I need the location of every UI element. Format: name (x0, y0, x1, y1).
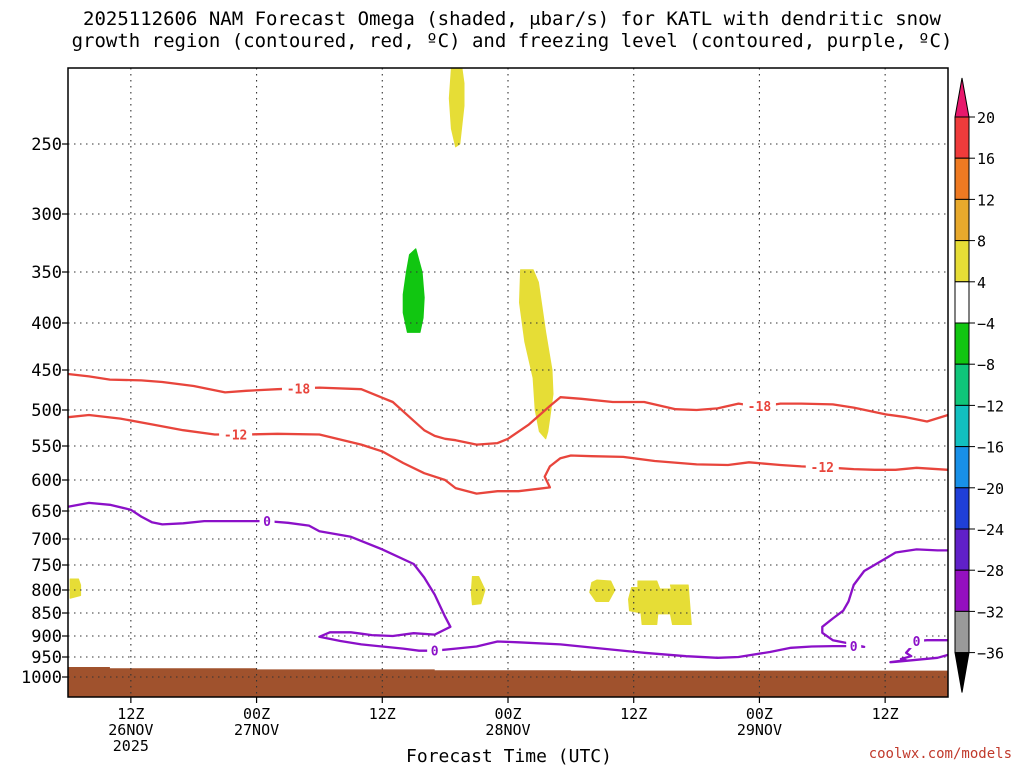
contour-label-bg-0-0 (259, 513, 275, 529)
colorbar-label-11: −28 (977, 562, 1004, 580)
gridlines (68, 68, 948, 697)
ground-area (68, 667, 948, 697)
x-tick-label-66-1: 29NOV (737, 721, 782, 739)
colorbar-label-3: 8 (977, 233, 986, 251)
colorbar-box-10 (954, 487, 970, 530)
colorbar-box-6 (954, 322, 970, 365)
y-tick-label-650: 650 (31, 502, 62, 522)
y-tick-label-250: 250 (31, 135, 62, 155)
x-tick-label-6-2: 2025 (113, 737, 149, 755)
x-tick-label-42-0: 00Z (494, 705, 521, 723)
x-tick-label-30-0: 12Z (369, 705, 396, 723)
y-tick-label-900: 900 (31, 627, 62, 647)
contour-layer: -18 -18 -12 -12 0 0 0 0 (67, 372, 949, 664)
colorbar-box-8 (954, 404, 970, 448)
colorbar-box-1 (954, 116, 970, 159)
y-tick-label-550: 550 (31, 437, 62, 457)
contour--12 (67, 413, 949, 495)
omega-region-4 (69, 578, 82, 599)
title-line-1: 2025112606 NAM Forecast Omega (shaded, μ… (83, 8, 941, 30)
y-tick-label-1000: 1000 (21, 668, 62, 688)
contour-label-0-east-0: 0 (913, 635, 921, 650)
contour-label-bg--12-1 (805, 459, 839, 475)
y-tick-label-750: 750 (31, 556, 62, 576)
contour-label--18-1: -18 (748, 400, 772, 415)
colorbar-label-9: −20 (977, 480, 1004, 498)
y-tick-label-800: 800 (31, 581, 62, 601)
contour-label--18-0: -18 (287, 382, 311, 397)
colorbar-top-arrow (954, 77, 970, 118)
colorbar-label-12: −32 (977, 603, 1004, 621)
y-tick-label-300: 300 (31, 205, 62, 225)
chart-title: 2025112606 NAM Forecast Omega (shaded, μ… (0, 8, 1024, 52)
contour-label-bg-0-1 (427, 642, 443, 658)
omega-region-3 (519, 269, 554, 440)
x-tick-label-66-0: 00Z (746, 705, 773, 723)
colorbar-box-11 (954, 528, 970, 571)
omega-region-1 (448, 67, 465, 148)
y-tick-label-350: 350 (31, 263, 62, 283)
contour-0 (67, 501, 948, 659)
y-tick-label-450: 450 (31, 361, 62, 381)
y-tick-label-950: 950 (31, 648, 62, 668)
x-axis-label: Forecast Time (UTC) (406, 746, 612, 767)
omega-region-5 (470, 576, 486, 606)
colorbar-label-2: 12 (977, 191, 995, 209)
title-line-2: growth region (contoured, red, ºC) and f… (71, 30, 953, 52)
contour-label-bg--12-0 (219, 426, 253, 442)
credit-text: coolwx.com/models (868, 746, 1012, 762)
colorbar-label-6: −8 (977, 356, 995, 374)
colorbar-box-7 (954, 363, 970, 406)
contour-label-bg--18-0 (281, 380, 315, 396)
y-tick-label-850: 850 (31, 604, 62, 624)
colorbar-label-0: 20 (977, 109, 995, 127)
x-tick-label-18-1: 27NOV (234, 721, 279, 739)
colorbar-box-2 (954, 157, 970, 200)
colorbar-box-3 (954, 198, 970, 242)
contour-label-bg-0-east-0 (909, 633, 925, 649)
x-tick-label-54-0: 12Z (620, 705, 647, 723)
colorbar-box-12 (954, 569, 970, 612)
contour-label-0-0: 0 (263, 515, 271, 530)
contour-label--12-0: -12 (224, 428, 247, 443)
colorbar-label-10: −24 (977, 521, 1004, 539)
y-tick-label-500: 500 (31, 401, 62, 421)
colorbar-label-7: −12 (977, 397, 1004, 415)
omega-shading-layer (69, 67, 692, 625)
colorbar-box-4 (954, 240, 970, 283)
colorbar-label-1: 16 (977, 150, 995, 168)
colorbar-label-8: −16 (977, 439, 1004, 457)
y-tick-label-700: 700 (31, 530, 62, 550)
colorbar-box-5 (954, 281, 970, 324)
colorbar: 20 16 12 8 4 −4 −8 −12 −16 −20 −24 −28 −32 −36 (954, 77, 1004, 693)
x-tick-label-78-0: 12Z (872, 705, 899, 723)
omega-region-2 (402, 248, 425, 333)
colorbar-label-5: −4 (977, 315, 995, 333)
y-tick-label-600: 600 (31, 471, 62, 491)
omega-region-6 (589, 579, 616, 602)
x-tick-label-42-1: 28NOV (485, 721, 530, 739)
contour-label--12-1: -12 (811, 461, 834, 476)
ground-layer (68, 667, 948, 697)
colorbar-label-4: 4 (977, 274, 986, 292)
y-tick-label-400: 400 (31, 314, 62, 334)
x-tick-label-6-1: 26NOV (108, 721, 153, 739)
x-tick-label-18-0: 00Z (243, 705, 270, 723)
contour-label-0-1: 0 (431, 645, 439, 660)
colorbar-box-13 (954, 610, 970, 654)
contour-label-0-2: 0 (850, 640, 858, 655)
contour--18 (67, 372, 949, 446)
contour-label-bg--18-1 (742, 398, 776, 413)
colorbar-bottom-arrow (954, 652, 970, 693)
colorbar-label-13: −36 (977, 645, 1004, 663)
omega-region-7 (628, 580, 692, 625)
colorbar-box-9 (954, 446, 970, 489)
contour-label-bg-0-2 (846, 638, 862, 654)
x-tick-label-6-0: 12Z (117, 705, 144, 723)
axes: 250 300 350 400 450 500 550 600 650 700 750 800 850 9… (21, 67, 949, 755)
